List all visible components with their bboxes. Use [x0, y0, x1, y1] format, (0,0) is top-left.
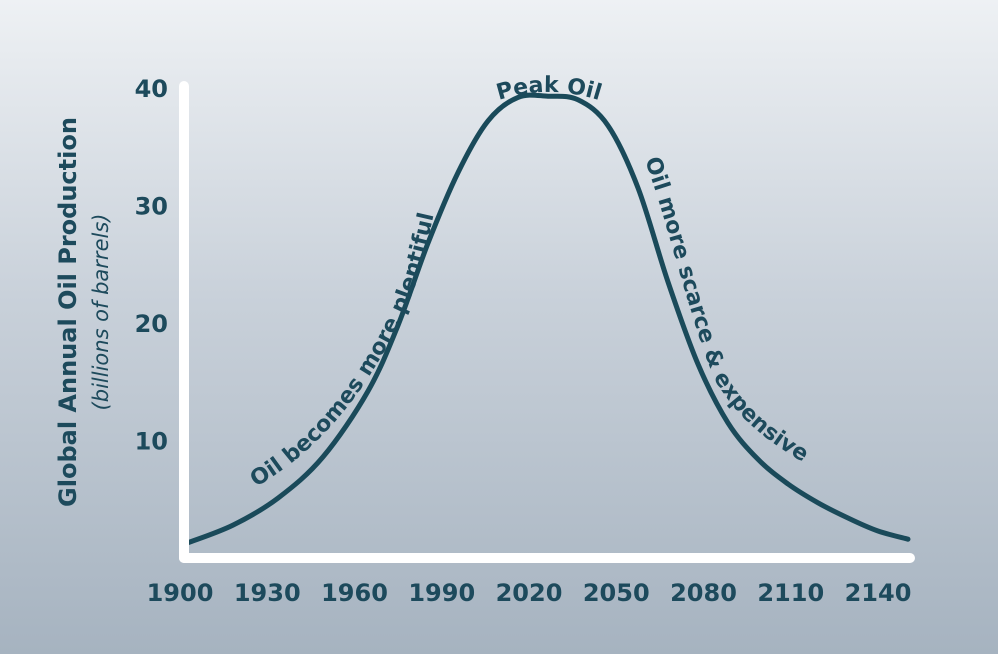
- y-tick-label: 30: [135, 193, 168, 221]
- x-tick-label: 2080: [670, 579, 737, 607]
- x-tick-label: 2020: [496, 579, 563, 607]
- production-curve: [185, 92, 911, 546]
- annotation-rise: Oil becomes more plentiful: [246, 210, 440, 492]
- x-tick-label: 2050: [583, 579, 650, 607]
- y-axis-sublabel: (billions of barrels): [89, 214, 113, 411]
- y-tick-label: 10: [135, 428, 168, 456]
- x-tick-label: 1990: [408, 579, 475, 607]
- x-tick-label: 1930: [234, 579, 301, 607]
- y-axis-label-group: Global Annual Oil Production (billions o…: [54, 117, 113, 507]
- x-tick-label: 2110: [757, 579, 824, 607]
- x-tick-label: 2140: [845, 579, 912, 607]
- y-axis-label: Global Annual Oil Production: [54, 117, 82, 507]
- annotation-peak-oil: Peak Oil: [494, 73, 605, 106]
- y-tick-label: 20: [135, 310, 168, 338]
- x-tick-label: 1900: [147, 579, 214, 607]
- x-tick-label: 1960: [321, 579, 388, 607]
- y-tick-label: 40: [135, 75, 168, 103]
